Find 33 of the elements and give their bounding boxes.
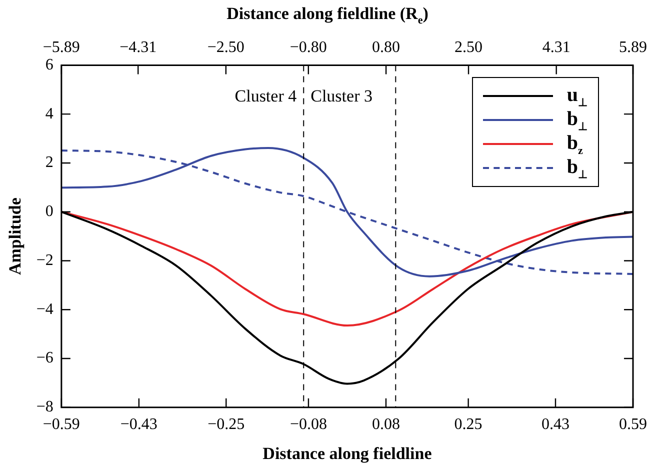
x-tick-label: 0.08 <box>372 416 400 434</box>
y-tick-label: −8 <box>36 398 54 416</box>
legend-label: b$_{z}$ <box>566 132 583 157</box>
x-tick-label: −0.59 <box>42 416 80 434</box>
x-tick-label: 0.43 <box>542 416 570 434</box>
y-tick-label: −4 <box>36 300 54 318</box>
y-tick-label: −6 <box>36 350 54 367</box>
x2-tick-label: −5.89 <box>42 38 80 56</box>
y-tick-label: 4 <box>45 105 54 122</box>
annotation: Cluster 3 <box>310 86 372 106</box>
x-tick-label: −0.08 <box>290 416 327 434</box>
y-tick-label: 6 <box>45 56 54 74</box>
x2-tick-label: 4.31 <box>542 38 570 56</box>
x2-tick-label: −4.31 <box>120 38 157 56</box>
legend-label: u$_{⊥}$ <box>566 84 588 109</box>
annotation: Cluster 4 <box>234 86 298 106</box>
x2-tick-label: −0.80 <box>290 38 327 56</box>
y-axis-title: Amplitude <box>6 197 25 276</box>
x2-axis-title: Distance along fieldline (R$_{e}$) <box>226 4 430 26</box>
x2-tick-label: −2.50 <box>207 38 244 56</box>
legend-label: b$_{⊥}$ <box>566 108 588 133</box>
x-tick-label: 0.59 <box>619 416 647 434</box>
x-tick-label: 0.25 <box>454 416 482 434</box>
y-tick-label: −2 <box>36 252 54 269</box>
x2-tick-label: 0.80 <box>372 38 400 56</box>
x-tick-label: −0.43 <box>120 416 158 434</box>
x2-tick-label: 2.50 <box>454 38 483 56</box>
y-tick-label: 2 <box>45 154 54 172</box>
legend-label: b$_{⊥}$ <box>566 156 588 181</box>
y-tick-label: 0 <box>45 203 54 220</box>
x2-tick-label: 5.89 <box>619 38 647 56</box>
x-axis-title: Distance along fieldline <box>262 444 432 464</box>
x-tick-label: −0.25 <box>208 416 245 434</box>
